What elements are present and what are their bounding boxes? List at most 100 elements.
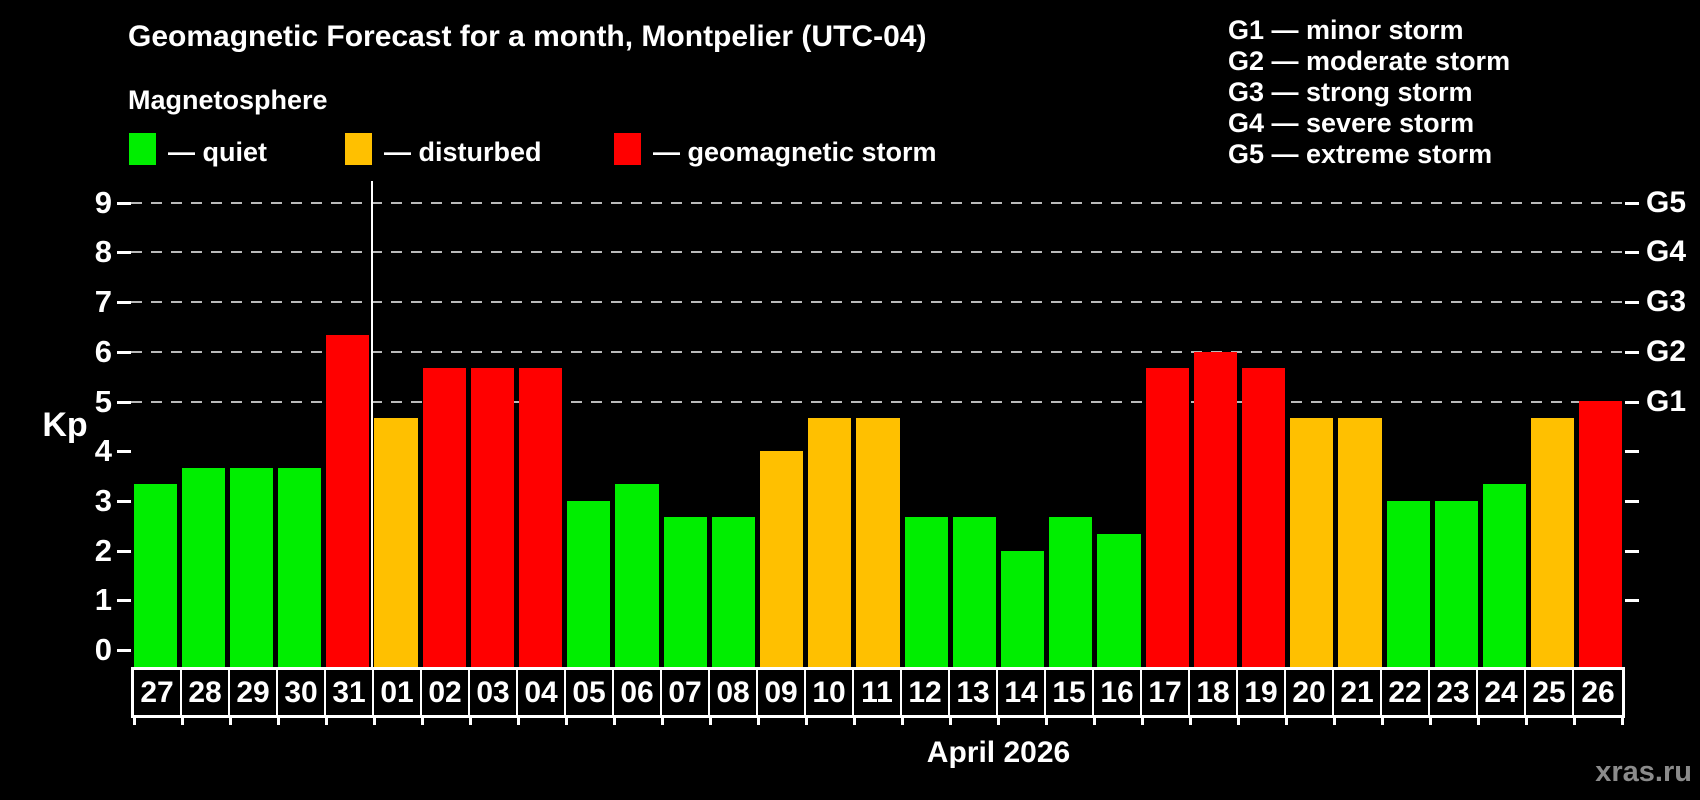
right-axis-label-g4: G4 <box>1646 235 1687 269</box>
kp-bar-22 <box>1386 501 1430 667</box>
date-boundary-tick-28 <box>1477 718 1480 725</box>
kp-bar-24 <box>1482 484 1527 667</box>
kp-bar-11 <box>856 418 900 667</box>
y-tick-label-3: 3 <box>94 482 112 518</box>
kp-bar-16 <box>1097 534 1141 667</box>
date-cell-03: 03 <box>470 670 518 715</box>
kp-bar-20 <box>1290 418 1334 667</box>
storm-scale-line-g1: G1 — minor storm <box>1228 15 1464 45</box>
y-tick-1 <box>117 599 131 603</box>
date-cell-17: 17 <box>1142 670 1190 715</box>
date-cell-31: 31 <box>326 670 374 715</box>
gridline-kp5 <box>131 400 1625 403</box>
storm-scale-legend: G1 — minor storm G2 — moderate storm G3 … <box>1228 15 1510 170</box>
y-tick-5 <box>117 400 131 404</box>
date-cell-25: 25 <box>1526 670 1574 715</box>
right-tick-8 <box>1625 251 1639 255</box>
right-axis-label-g1: G1 <box>1646 384 1687 418</box>
date-cell-28: 28 <box>182 670 230 715</box>
kp-bar-26 <box>1579 401 1623 667</box>
date-cell-21: 21 <box>1334 670 1382 715</box>
gridline-kp9 <box>131 201 1625 204</box>
date-cell-13: 13 <box>950 670 998 715</box>
date-cell-30: 30 <box>278 670 326 715</box>
kp-bar-14 <box>1000 551 1045 667</box>
date-cell-26: 26 <box>1581 675 1615 709</box>
x-axis-title: April 2026 <box>926 736 1071 769</box>
y-tick-3 <box>117 499 131 503</box>
right-tick-5 <box>1625 400 1639 404</box>
plot-area <box>131 181 1625 667</box>
date-boundary-tick-0 <box>133 718 136 725</box>
storm-color-swatch <box>614 133 641 165</box>
y-tick-6 <box>117 350 131 354</box>
date-cell-07: 07 <box>662 670 710 715</box>
right-axis-label-g2: G2 <box>1646 334 1687 368</box>
date-cell-29: 29 <box>230 670 278 715</box>
kp-bar-08 <box>711 517 755 667</box>
date-boundary-tick-27 <box>1429 718 1432 725</box>
right-tick-2 <box>1625 549 1639 553</box>
date-boundary-tick-24 <box>1285 718 1288 725</box>
date-cell-11: 11 <box>854 670 902 715</box>
gridline-kp8 <box>131 251 1625 254</box>
right-tick-1 <box>1625 599 1639 603</box>
kp-bar-09 <box>760 451 804 667</box>
y-axis-title: Kp <box>42 406 88 444</box>
date-boundary-tick-15 <box>853 718 856 725</box>
date-cell-04: 04 <box>518 670 566 715</box>
right-tick-7 <box>1625 301 1639 305</box>
kp-bar-25 <box>1531 418 1575 667</box>
date-cell-19: 19 <box>1238 670 1286 715</box>
date-boundary-tick-30 <box>1573 718 1576 725</box>
right-axis-label-g5: G5 <box>1646 185 1687 219</box>
date-cell-20: 20 <box>1286 670 1334 715</box>
kp-bar-21 <box>1338 418 1382 667</box>
storm-scale-line-g4: G4 — severe storm <box>1228 108 1475 138</box>
gridline-kp7 <box>131 301 1625 304</box>
right-tick-3 <box>1625 499 1639 503</box>
kp-bar-27 <box>133 484 177 667</box>
watermark: xras.ru <box>1595 756 1692 788</box>
date-cell-01: 01 <box>374 670 422 715</box>
date-boundary-tick-7 <box>469 718 472 725</box>
storm-scale-line-g2: G2 — moderate storm <box>1228 46 1511 76</box>
date-boundary-tick-3 <box>277 718 280 725</box>
storm-scale-line-g5: G5 — extreme storm <box>1228 139 1493 169</box>
kp-bar-30 <box>278 468 322 667</box>
date-cell-24: 24 <box>1478 670 1526 715</box>
kp-bar-07 <box>663 517 707 667</box>
date-cell-05: 05 <box>566 670 614 715</box>
y-tick-label-2: 2 <box>94 532 112 568</box>
date-boundary-tick-20 <box>1093 718 1096 725</box>
right-tick-9 <box>1625 201 1639 205</box>
quiet-legend-label: — quiet <box>168 137 267 167</box>
kp-bar-15 <box>1049 517 1093 667</box>
date-boundary-tick-22 <box>1189 718 1192 725</box>
kp-bar-18 <box>1193 352 1237 667</box>
quiet-color-swatch <box>129 133 156 165</box>
date-boundary-tick-17 <box>949 718 952 725</box>
y-tick-2 <box>117 549 131 553</box>
date-boundary-tick-31 <box>1621 718 1624 725</box>
date-cell-27: 27 <box>134 670 182 715</box>
kp-bar-13 <box>952 517 996 667</box>
date-boundary-tick-13 <box>757 718 760 725</box>
month-separator-line <box>370 181 373 667</box>
date-cell-06: 06 <box>614 670 662 715</box>
y-tick-label-0: 0 <box>94 632 112 667</box>
disturbed-legend-label: — disturbed <box>384 137 542 167</box>
date-boundary-tick-16 <box>901 718 904 725</box>
date-boundary-tick-12 <box>709 718 712 725</box>
date-boundary-tick-5 <box>373 718 376 725</box>
date-boundary-tick-4 <box>325 718 328 725</box>
kp-bar-29 <box>229 468 274 667</box>
y-tick-9 <box>117 201 131 205</box>
date-cell-12: 12 <box>902 670 950 715</box>
date-boundary-tick-23 <box>1237 718 1240 725</box>
right-tick-6 <box>1625 350 1639 354</box>
kp-bar-01 <box>374 418 418 667</box>
date-cell-14: 14 <box>998 670 1046 715</box>
right-axis-label-g3: G3 <box>1646 285 1687 319</box>
